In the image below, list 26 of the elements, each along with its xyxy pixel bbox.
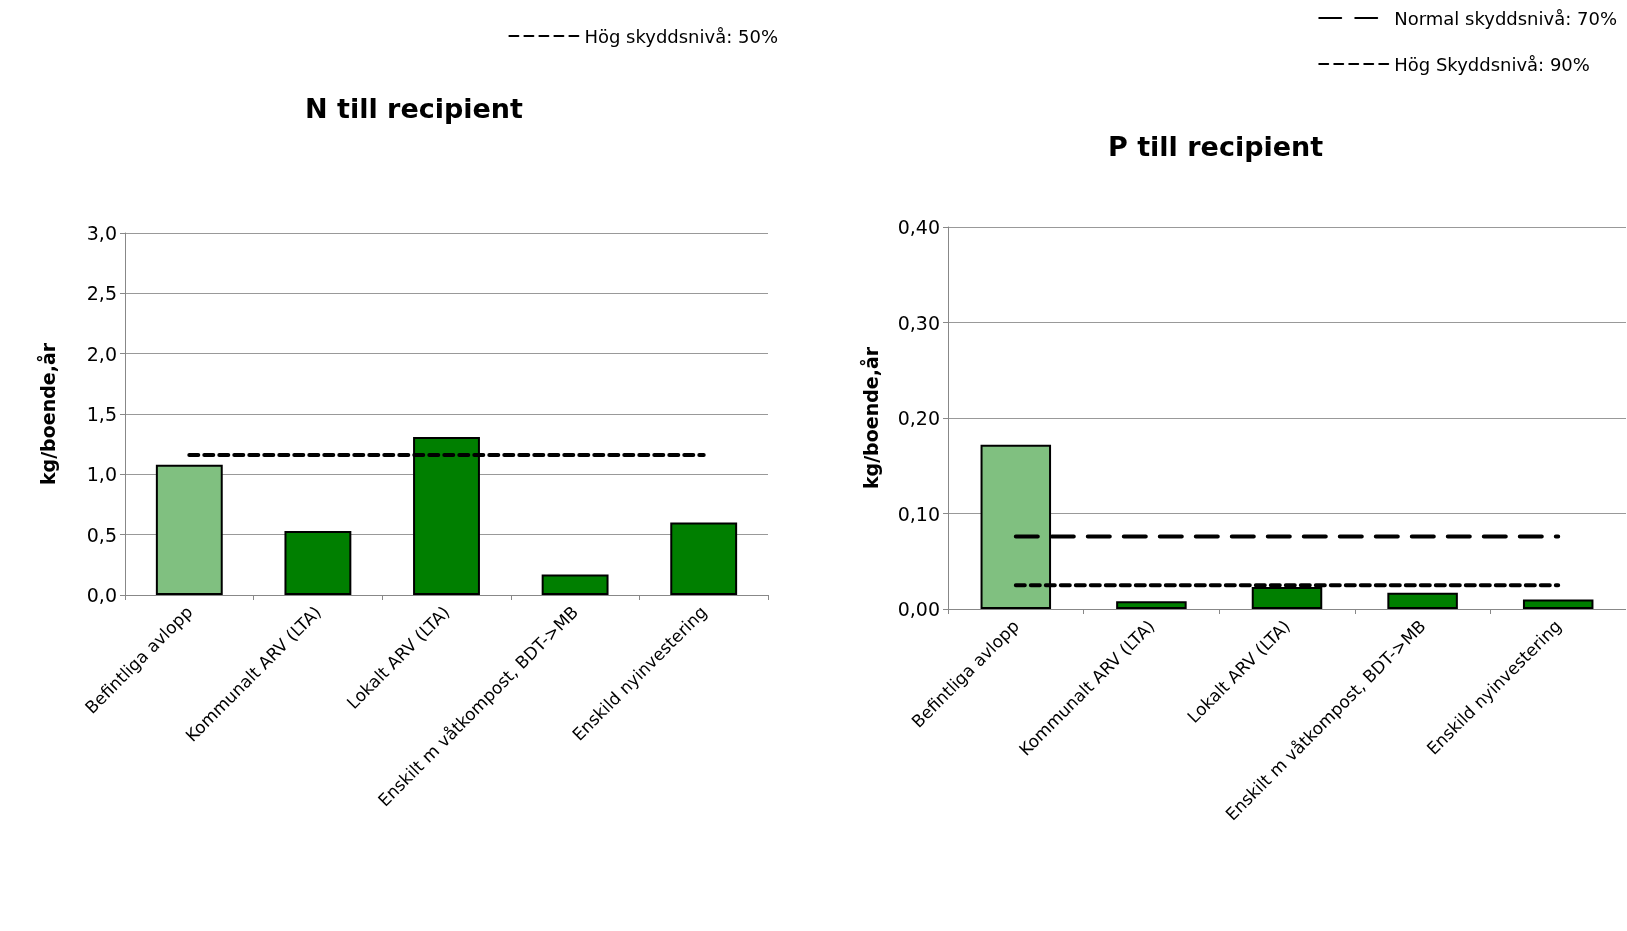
y-tick-label: 0,5 bbox=[86, 523, 117, 546]
legend-label: Normal skyddsnivå: 70% bbox=[1394, 7, 1617, 29]
y-tick-label: 0,0 bbox=[86, 584, 117, 606]
y-tick-label: 2,5 bbox=[86, 282, 117, 305]
bar bbox=[1522, 599, 1594, 609]
y-tick-label: 0,40 bbox=[897, 216, 940, 238]
bar bbox=[541, 574, 609, 595]
y-tick-label: 1,0 bbox=[86, 463, 117, 486]
bar bbox=[155, 464, 223, 595]
bar bbox=[670, 522, 738, 595]
y-axis-title: kg/boende,år bbox=[858, 346, 882, 490]
legend-label: Hög Skyddsnivå: 90% bbox=[1394, 53, 1590, 75]
y-tick-label: 0,00 bbox=[897, 598, 940, 620]
y-tick-label: 1,5 bbox=[86, 403, 117, 425]
y-tick-label: 2,0 bbox=[86, 342, 117, 365]
bar bbox=[1387, 592, 1458, 609]
chart-title: P till recipient bbox=[1108, 131, 1324, 162]
bar bbox=[284, 531, 352, 595]
y-tick-label: 0,20 bbox=[897, 407, 940, 429]
y-tick-label: 3,0 bbox=[86, 222, 117, 244]
chart-title: N till recipient bbox=[305, 93, 524, 124]
y-tick-label: 0,30 bbox=[897, 311, 940, 334]
bar bbox=[1116, 601, 1187, 609]
y-tick-label: 0,10 bbox=[897, 502, 940, 525]
legend-label: Hög skyddsnivå: 50% bbox=[584, 25, 778, 47]
y-axis-title: kg/boende,år bbox=[35, 342, 59, 486]
